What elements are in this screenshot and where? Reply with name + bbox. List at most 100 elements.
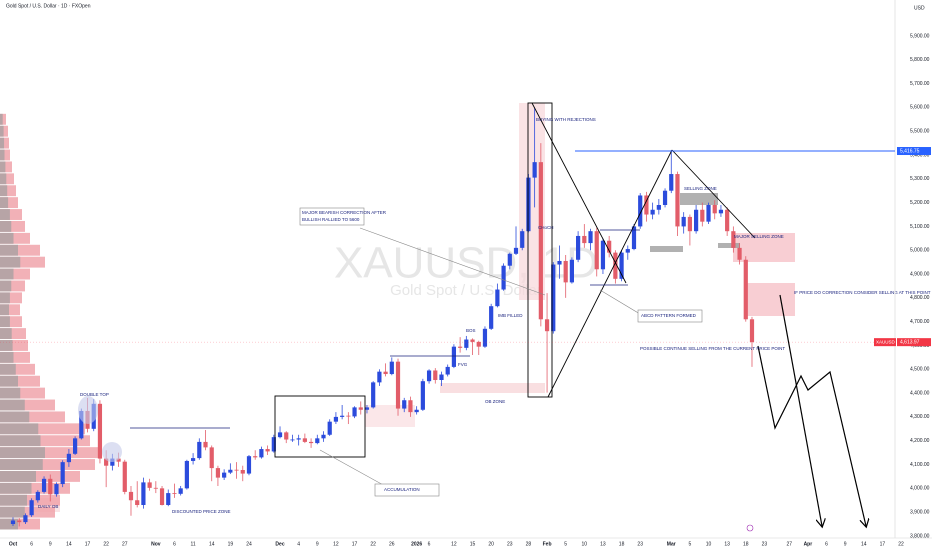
candle-body [364,407,370,410]
annotation: SELLING ZONE [684,186,717,191]
candle-body [644,195,649,215]
candle-body [513,247,519,254]
candle-body [395,361,401,409]
annotation: BULLISH RALLIED TO 5600 [302,217,360,222]
profile-bar [0,518,40,530]
note-box [637,309,703,323]
profile-bar [0,423,85,435]
candle-body [122,461,127,492]
candle-body [414,409,419,413]
profile-shade [0,506,25,518]
candle-body [458,346,463,348]
price-label-box [897,338,931,347]
x-tick-label: 2026 [411,541,422,547]
x-tick-label: 10 [706,541,712,547]
annotation: MAJOR SELLING ZONE [734,234,784,239]
candle-body [197,441,202,459]
candle-body [141,482,146,505]
candle-body [669,174,674,191]
y-tick-label: 4,400.00 [910,390,930,396]
profile-bar [0,470,80,482]
candle-body [23,515,28,523]
x-tick-label: 6 [173,541,176,547]
candle-body [495,289,500,307]
candle-body [302,438,307,442]
profile-bar [0,268,30,280]
profile-shade [0,470,36,482]
candles [10,107,755,527]
profile-bar [0,304,20,316]
profile-shade [0,435,41,447]
candle-body [613,252,618,279]
x-tick-label: 27 [786,541,792,547]
annotation: CHoCH [538,225,554,230]
candle-body [625,249,630,253]
x-tick-label: 22 [103,541,109,547]
candle-body [563,260,568,283]
annotation: DAILY OB [38,504,58,509]
x-tick-label: 22 [898,541,904,547]
profile-shade [0,149,5,161]
candle-body [482,328,488,347]
trend-line [671,149,756,239]
candle-body [520,231,525,248]
x-tick-label: 23 [637,541,643,547]
highlight [78,396,98,424]
y-tick-label: 5,200.00 [910,200,930,206]
candle-body [507,253,512,266]
candle-body [66,453,71,463]
trend-line [531,102,627,284]
candle-body [41,478,47,492]
profile-shade [0,363,16,375]
candle-body [60,462,65,485]
arrow [779,294,822,526]
candle-body [321,434,326,439]
profile-bar [0,316,22,328]
profile-shade [0,316,10,328]
profile-shade [0,447,45,459]
profile-shade [0,220,12,232]
x-tick-label: 17 [880,541,886,547]
candle-body [675,174,680,227]
candle-body [340,415,345,417]
profile-shade [0,292,10,304]
profile-bar [0,328,26,340]
x-tick-label: Oct [9,541,18,547]
candle-body [619,252,624,279]
profile-bar [0,256,45,268]
candle-body [209,447,214,469]
profile-shade [0,411,30,423]
profile-shade [0,387,21,399]
candle-body [631,226,637,250]
profile-shade [0,304,9,316]
candle-body [246,456,252,474]
x-tick-label: 12 [333,541,339,547]
annotations: DOUBLE TOP DAILY OB DISCOUNTED PRICE ZONE A… [38,117,931,514]
candle-body [700,209,705,222]
y-tick-label: 4,000.00 [910,486,930,492]
candle-body [240,470,245,474]
zone [650,246,683,252]
candle-body [501,265,506,290]
candle-body [383,371,388,375]
candle-body [346,415,351,417]
y-tick-label: 4,800.00 [910,295,930,301]
candle-body [451,346,457,367]
annotation: DOUBLE TOP [80,392,109,397]
candle-body [737,247,742,260]
candle-body [694,209,699,232]
candle-body [600,240,606,270]
candle-body [582,235,587,244]
profile-shade [0,173,7,185]
x-tick-label: 13 [600,541,606,547]
annotation: BOS [466,328,476,333]
candle-body [371,382,376,408]
y-tick-label: 4,500.00 [910,367,930,373]
x-tick-label: 5 [688,541,691,547]
x-tick-label: 17 [352,541,358,547]
candle-body [259,449,264,458]
x-tick-label: 14 [66,541,72,547]
candle-body [228,469,233,473]
x-tick-label: 10 [582,541,588,547]
candle-body [17,520,22,523]
